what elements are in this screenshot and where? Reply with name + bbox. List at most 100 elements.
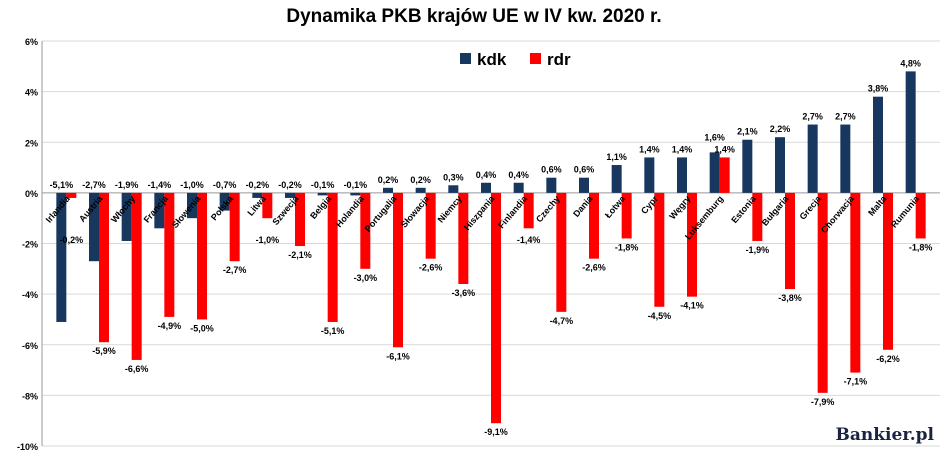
bar-rdr [491,192,501,424]
bar-rdr [229,192,240,262]
bar-kdk [187,192,197,219]
data-label: 1,4% [639,144,660,154]
data-label: -2,7% [223,265,247,275]
bar-rdr [393,192,403,348]
bar-rdr [850,192,861,373]
data-label: -5,0% [190,323,214,333]
data-label: -5,9% [92,346,116,356]
data-label: -1,4% [517,235,541,245]
data-label: 0,4% [508,170,529,180]
data-label: -5,1% [321,326,345,336]
data-label: -3,0% [354,273,378,283]
bar-rdr [654,192,665,307]
y-tick-label: 2% [25,138,38,148]
data-label: -1,9% [746,245,770,255]
data-label: 0,3% [443,172,464,182]
legend-label: rdr [547,50,571,69]
bar-kdk [350,192,361,196]
data-label: -1,8% [909,242,933,252]
bar-kdk [252,192,263,198]
data-label: -4,7% [550,316,574,326]
bar-rdr [752,192,763,241]
data-label: -6,2% [876,354,900,364]
data-label: 0,4% [476,170,497,180]
data-label: -1,0% [256,235,280,245]
bar-kdk [644,157,655,193]
bar-kdk [154,192,165,229]
data-label: -6,6% [125,364,149,374]
data-label: -0,7% [213,180,237,190]
data-label: -1,8% [615,242,639,252]
bar-rdr [262,192,273,219]
chart-title: Dynamika PKB krajów UE w IV kw. 2020 r. [286,6,662,27]
data-label: 0,2% [410,175,431,185]
bar-rdr [719,157,730,193]
bar-kdk [121,192,132,241]
bar-kdk [807,124,818,193]
data-label: -4,9% [158,321,182,331]
bar-rdr [131,192,142,360]
bar-kdk [905,71,916,193]
data-label: -7,9% [811,397,835,407]
bar-kdk [873,96,883,193]
bar-rdr [589,192,599,259]
bar-rdr [883,192,893,350]
bar-kdk [383,187,393,193]
bar-kdk [481,182,491,193]
y-tick-label: -2% [22,240,38,250]
data-label: -1,9% [115,180,139,190]
bar-rdr [66,192,77,198]
data-label: -0,2% [278,180,302,190]
data-label: -3,6% [452,288,476,298]
data-label: -4,1% [680,301,704,311]
bar-kdk [579,177,589,193]
data-label: -6,1% [386,351,410,361]
data-label: 2,7% [802,112,823,122]
data-label: -5,1% [50,180,74,190]
y-tick-label: -8% [22,391,38,401]
data-label: -2,7% [82,180,106,190]
data-label: -0,1% [311,180,335,190]
data-label: 3,8% [868,84,889,94]
bar-rdr [164,192,175,317]
bar-rdr [785,192,795,290]
bar-kdk [709,152,720,193]
bar-kdk [448,185,459,193]
data-label: -2,1% [288,250,312,260]
data-label: -2,6% [419,263,443,273]
data-label: -4,5% [648,311,672,321]
y-tick-label: -6% [22,341,38,351]
bar-rdr [295,192,305,247]
data-label: -3,8% [778,293,802,303]
data-label: -0,1% [344,180,368,190]
bar-kdk [415,187,426,193]
bar-kdk [611,165,622,193]
data-label: 4,8% [900,58,921,68]
data-label: -1,4% [148,180,172,190]
bar-kdk [317,192,328,196]
data-label: -7,1% [844,377,868,387]
data-label: -1,0% [180,180,204,190]
legend-swatch-rdr [530,53,541,64]
bar-rdr [425,192,436,259]
bar-rdr [621,192,632,239]
bar-rdr [687,192,697,297]
data-label: -0,2% [246,180,270,190]
bar-rdr [99,192,109,343]
bankier-logo: Bankier.pl [835,425,934,445]
data-label: -2,6% [582,263,606,273]
bar-kdk [219,192,230,211]
bar-rdr [556,192,567,312]
bar-kdk [677,157,687,193]
data-label: 1,1% [606,152,627,162]
bar-kdk [513,182,524,193]
bar-kdk [840,124,851,193]
bar-kdk [775,137,785,193]
bar-rdr [817,192,828,393]
data-label: 1,6% [704,132,725,142]
data-label: 0,2% [378,175,399,185]
legend-swatch-kdk [460,53,471,64]
data-label: 2,2% [770,124,791,134]
